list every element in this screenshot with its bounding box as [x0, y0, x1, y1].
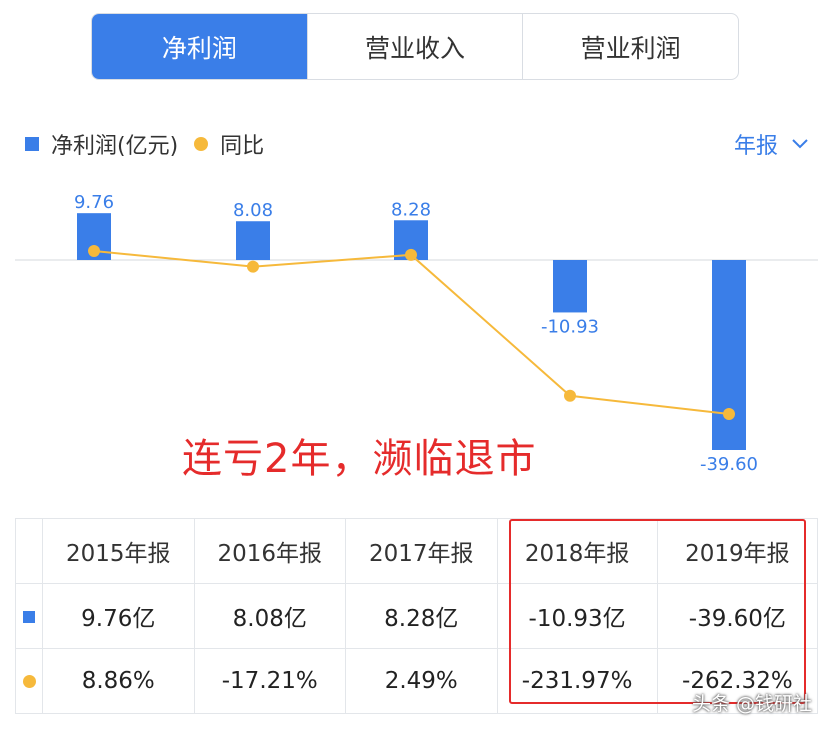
yoy-cell: 8.86%	[42, 648, 195, 714]
bar	[553, 260, 587, 313]
bar-value-label: 8.28	[391, 199, 431, 220]
period-selector[interactable]: 年报	[734, 128, 808, 160]
yoy-point	[723, 408, 735, 420]
line-legend-dot-icon	[194, 137, 209, 151]
header-cell: 2018年报	[496, 518, 658, 584]
line-dot-icon	[22, 675, 36, 688]
chevron-down-icon	[792, 139, 808, 149]
bar	[712, 260, 746, 450]
yoy-point	[247, 260, 259, 273]
bar	[236, 221, 270, 260]
profit-cell: 9.76亿	[42, 583, 195, 649]
table-header-row: 2015年报 2016年报 2017年报 2018年报 2019年报	[15, 518, 819, 584]
table-row-net-profit: 9.76亿 8.08亿 8.28亿 -10.93亿 -39.60亿	[15, 583, 819, 649]
annotation-text: 连亏2年，濒临退市	[182, 436, 537, 482]
profit-cell: 8.08亿	[193, 583, 346, 649]
yoy-line	[93, 250, 730, 415]
bar-value-label: 9.76	[74, 192, 114, 213]
yoy-point	[564, 389, 576, 402]
profit-cell: 8.28亿	[345, 583, 498, 649]
yoy-point	[88, 245, 100, 257]
bar-value-label: 8.08	[233, 200, 273, 221]
net-profit-chart: 9.76 8.08 8.28 -10.93 -39.60	[15, 192, 818, 475]
bar-square-icon	[23, 611, 35, 623]
profit-cell: -39.60亿	[656, 583, 819, 649]
tab-operating-profit[interactable]: 营业利润	[522, 14, 738, 79]
legend-net-profit-label: 净利润(亿元)	[51, 134, 179, 159]
legend-yoy-label: 同比	[220, 134, 265, 159]
header-cell: 2019年报	[656, 518, 819, 584]
metric-tabs: 净利润 营业收入 营业利润	[91, 13, 739, 80]
profit-cell: -10.93亿	[496, 583, 658, 649]
header-cell: 2016年报	[193, 518, 346, 584]
yoy-point	[405, 248, 417, 261]
header-marker-cell	[15, 518, 43, 584]
chart-legend: 净利润(亿元) 同比	[25, 128, 264, 160]
yoy-cell: -231.97%	[496, 648, 658, 714]
tab-net-profit[interactable]: 净利润	[92, 14, 307, 79]
data-table: 2015年报 2016年报 2017年报 2018年报 2019年报 9.76亿…	[15, 518, 819, 714]
tab-revenue[interactable]: 营业收入	[306, 14, 523, 79]
row-marker-cell	[15, 648, 43, 714]
header-cell: 2017年报	[345, 518, 498, 584]
bar-value-label: -10.93	[541, 316, 599, 337]
yoy-cell: -17.21%	[193, 648, 346, 714]
yoy-cell: 2.49%	[345, 648, 498, 714]
period-label: 年报	[733, 134, 778, 159]
header-cell: 2015年报	[42, 518, 195, 584]
bar-legend-square-icon	[25, 137, 39, 151]
watermark: 头条 @钱研社	[691, 693, 812, 715]
row-marker-cell	[15, 583, 43, 649]
bar-value-label: -39.60	[700, 454, 758, 475]
